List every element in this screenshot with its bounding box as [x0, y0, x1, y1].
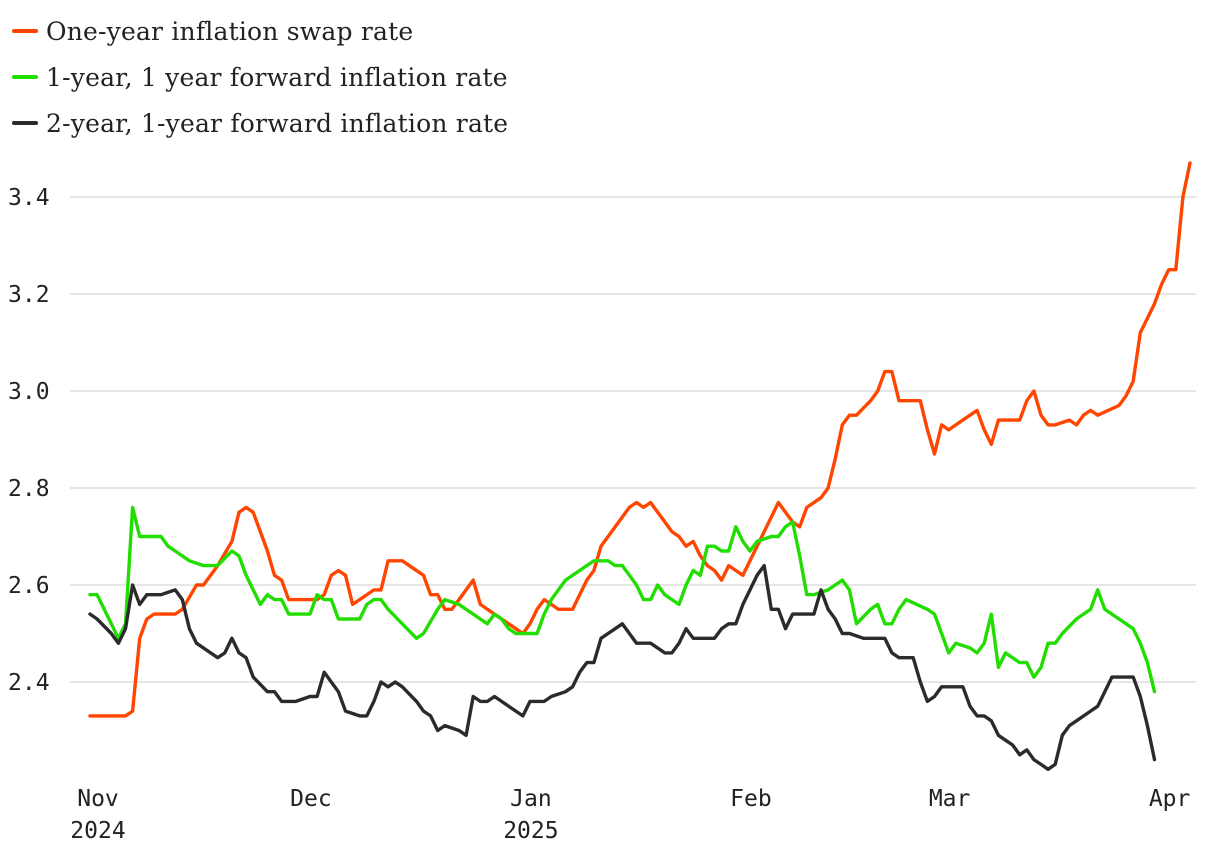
legend-label-one-year-swap: One-year inflation swap rate — [46, 16, 414, 46]
y-tick-label-3.0: 3.0 — [8, 379, 50, 405]
x-tick-label-nov: Nov — [77, 786, 119, 812]
legend-label-1y1y-forward: 1-year, 1 year forward inflation rate — [46, 62, 508, 92]
series-line-2 — [88, 563, 1157, 771]
y-tick-label-2.6: 2.6 — [8, 573, 50, 599]
x-tick-label-mar: Mar — [929, 786, 971, 812]
series-line-1 — [88, 505, 1157, 694]
legend-item-1y1y-forward: 1-year, 1 year forward inflation rate — [12, 54, 508, 100]
x-tick-label-jan: Jan — [510, 786, 552, 812]
y-tick-label-2.8: 2.8 — [8, 476, 50, 502]
series-line-0 — [88, 161, 1192, 718]
y-tick-label-3.2: 3.2 — [8, 282, 50, 308]
legend: One-year inflation swap rate 1-year, 1 y… — [12, 8, 508, 146]
legend-label-2y1y-forward: 2-year, 1-year forward inflation rate — [46, 108, 509, 138]
legend-item-one-year-swap: One-year inflation swap rate — [12, 8, 508, 54]
y-tick-label-3.4: 3.4 — [8, 185, 50, 211]
x-tick-label-apr: Apr — [1149, 786, 1191, 812]
legend-swatch-one-year-swap — [12, 29, 38, 33]
legend-swatch-1y1y-forward — [12, 75, 38, 79]
x-tick-label-feb: Feb — [730, 786, 772, 812]
x-tick-year-2024: 2024 — [70, 818, 125, 844]
x-tick-label-dec: Dec — [290, 786, 332, 812]
x-tick-year-2025: 2025 — [503, 818, 558, 844]
legend-swatch-2y1y-forward — [12, 121, 38, 125]
legend-item-2y1y-forward: 2-year, 1-year forward inflation rate — [12, 100, 508, 146]
y-tick-label-2.4: 2.4 — [8, 670, 50, 696]
